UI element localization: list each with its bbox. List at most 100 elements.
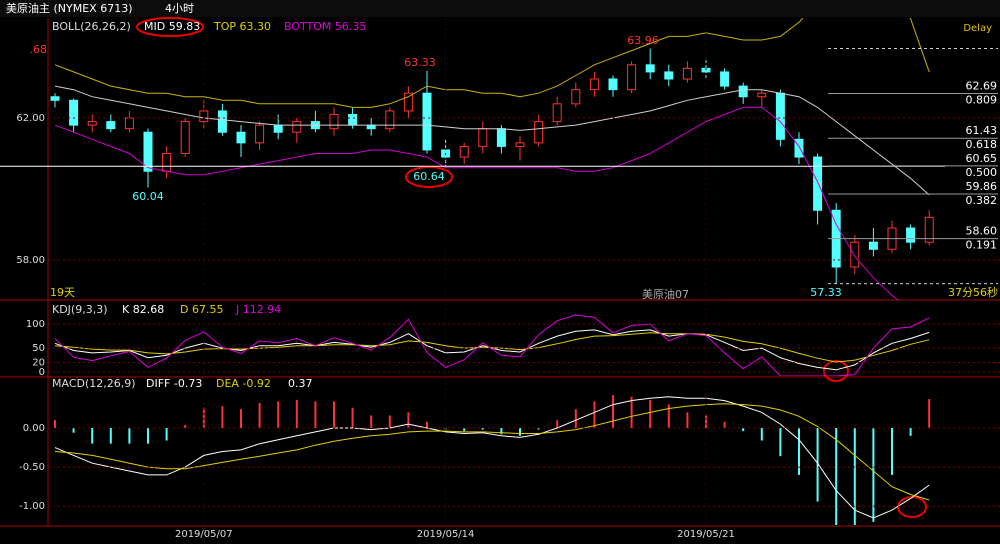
candle-body — [571, 89, 581, 105]
boll-upper — [54, 18, 930, 108]
candle-body — [180, 121, 190, 155]
indicator-legend: BOLL(26,26,2) — [52, 20, 131, 33]
boll-lower — [54, 106, 899, 300]
fib-price: 62.69 — [966, 80, 998, 93]
y-tick-label: 62.00 — [16, 113, 45, 124]
boll-mid — [54, 85, 930, 196]
highlight-ellipse — [405, 166, 453, 188]
fib-price: 60.65 — [966, 152, 998, 165]
kdj-d — [54, 332, 930, 363]
indicator-legend: K 82.68 — [122, 303, 164, 316]
candle-body — [478, 128, 488, 147]
candle-body — [924, 216, 934, 243]
y-tick-label: 58.00 — [16, 255, 45, 266]
y-tick-label: 20 — [32, 358, 45, 369]
indicator-legend: DIFF -0.73 — [146, 377, 202, 390]
indicator-legend: 0.37 — [288, 377, 313, 390]
candle-body — [459, 145, 469, 158]
candle-body — [329, 113, 339, 130]
candle-body — [664, 71, 674, 80]
candle-body — [738, 85, 748, 98]
fib-ratio: 0.618 — [966, 138, 998, 151]
annotation: .68 — [30, 43, 48, 56]
top-bar — [0, 0, 1000, 17]
candle-body — [794, 138, 804, 158]
annotation: 60.04 — [132, 190, 164, 203]
candle-body — [813, 156, 823, 211]
highlight-ellipse — [136, 17, 204, 37]
macd-diff — [54, 396, 930, 519]
macd-panel — [54, 395, 931, 525]
candle-body — [534, 121, 544, 144]
candle-body — [850, 241, 860, 268]
indicator-legend: MID 59.83 — [144, 20, 200, 33]
candle-body — [589, 78, 599, 91]
candle-body — [292, 121, 302, 133]
indicator-legend: TOP 63.30 — [213, 20, 271, 33]
candle-body — [403, 92, 413, 112]
indicator-legend: DEA -0.92 — [216, 377, 271, 390]
candle-body — [124, 117, 134, 130]
fib-ratio: 0.191 — [966, 239, 998, 252]
candle-body — [255, 124, 265, 144]
y-tick-label: 0 — [39, 367, 45, 378]
candle-body — [273, 124, 283, 133]
annotation: 19天 — [50, 286, 75, 299]
symbol[interactable]: 美原油主 (NYMEX 6713) — [6, 1, 133, 15]
fib-price: 61.43 — [966, 124, 998, 137]
annotation: 60.64 — [413, 170, 445, 183]
candle-body — [162, 153, 172, 172]
candle-body — [348, 113, 358, 126]
period[interactable]: 4小时 — [165, 2, 194, 15]
candle-body — [552, 103, 562, 123]
kdj-panel — [54, 314, 930, 376]
candle-body — [217, 110, 227, 133]
candle-body — [627, 64, 637, 91]
highlight-ellipse — [823, 360, 849, 382]
candle-body — [422, 92, 432, 151]
candle-body — [69, 99, 79, 126]
fib-ratio: 0.809 — [966, 94, 998, 107]
candle-body — [906, 227, 916, 243]
candle-body — [720, 71, 730, 87]
indicator-legend: MACD(12,26,9) — [52, 377, 136, 390]
macd-dea — [54, 403, 930, 501]
indicator-legend: BOTTOM 56.35 — [284, 20, 366, 33]
candle-body — [366, 124, 376, 130]
candle-body — [682, 67, 692, 80]
annotation: 57.33 — [810, 286, 842, 299]
candle-body — [496, 128, 506, 147]
annotation: 63.96 — [627, 34, 659, 47]
candle-body — [515, 142, 525, 147]
candle-body — [645, 64, 655, 73]
annotation: 63.33 — [404, 56, 436, 69]
kdj-j — [54, 314, 930, 376]
x-tick-label: 2019/05/14 — [417, 529, 475, 540]
fib-price: 58.60 — [966, 225, 998, 238]
indicator-legend: J 112.94 — [235, 303, 281, 316]
candle-body — [236, 131, 246, 144]
candle-body — [608, 78, 618, 91]
candle-body — [106, 121, 116, 130]
y-tick-label: 0.00 — [23, 423, 45, 434]
candle-body — [868, 241, 878, 250]
indicator-legend: KDJ(9,3,3) — [52, 303, 108, 316]
x-tick-label: 2019/05/07 — [175, 529, 233, 540]
fib-ratio: 0.500 — [966, 166, 998, 179]
y-tick-label: 100 — [26, 319, 45, 330]
candle-body — [775, 92, 785, 140]
annotation: 37分56秒 — [948, 285, 998, 299]
candle-body — [199, 110, 209, 123]
fib-price: 59.86 — [966, 180, 998, 193]
candle-body — [87, 121, 97, 126]
indicator-legend: D 67.55 — [180, 303, 223, 316]
y-tick-label: -1.00 — [19, 501, 45, 512]
fib-ratio: 0.382 — [966, 194, 998, 207]
candle-body — [757, 92, 767, 98]
x-tick-label: 2019/05/21 — [677, 529, 735, 540]
candle-body — [50, 96, 60, 101]
delay: Delay — [963, 23, 992, 34]
annotation: 美原油07 — [642, 287, 689, 301]
